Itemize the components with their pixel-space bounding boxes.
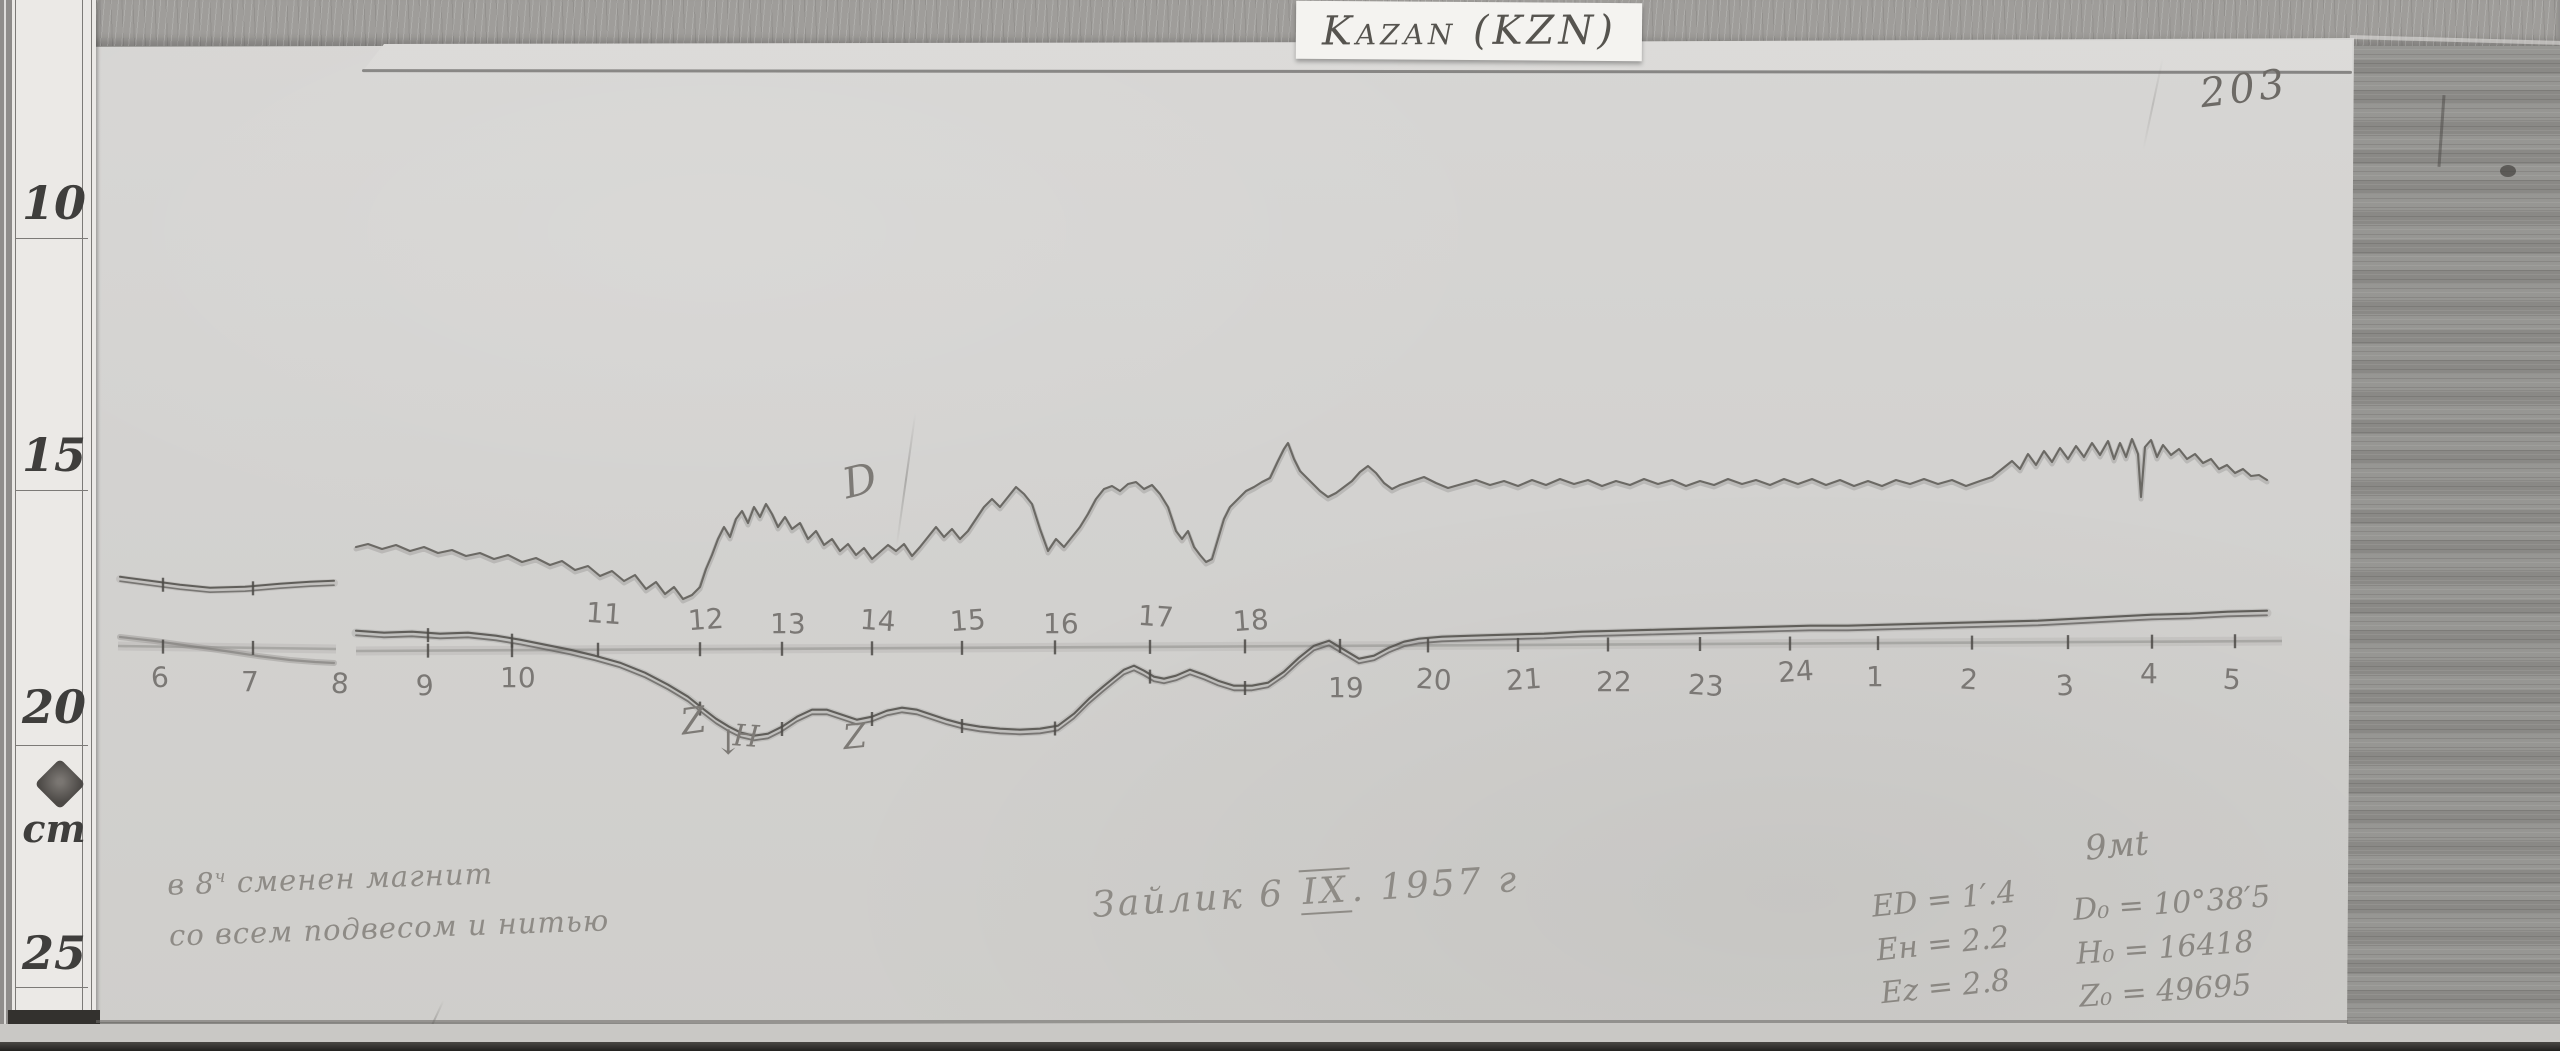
hour-label-17: 17 — [1136, 598, 1175, 635]
hour-label-12: 12 — [686, 601, 725, 638]
ruler-border-line — [82, 0, 83, 1014]
magnet-change-note: в 8ч сменен магнит со всем подвесом и ни… — [166, 844, 610, 961]
date-suffix: г — [1496, 858, 1521, 902]
hour-label-20: 20 — [1414, 661, 1453, 698]
ruler-unit-label: cm — [22, 806, 86, 851]
backing-paper-band — [0, 1024, 2560, 1044]
ruler-division-line — [16, 745, 88, 746]
hour-label-6: 6 — [149, 660, 170, 695]
trace-label-↓: ↓ — [714, 723, 743, 763]
hour-label-18: 18 — [1231, 602, 1270, 639]
ruler-mark-10: 10 — [21, 176, 86, 230]
trace-label-H: H — [731, 718, 761, 755]
hour-label-4: 4 — [2140, 657, 2158, 690]
ruler-division-line — [16, 490, 88, 491]
scale-values-epsilon: ЕD = 1′.4 Ен = 2.2 Еz = 2.8 — [1870, 871, 2028, 1016]
hour-label-16: 16 — [1043, 607, 1079, 640]
hour-label-8: 8 — [329, 666, 350, 701]
baseline-values: D₀ = 10°38′5 Н₀ = 16418 Z₀ = 49695 — [2072, 875, 2278, 1019]
wood-knot — [2500, 165, 2516, 177]
diamond-stamp — [34, 758, 86, 810]
hour-label-1: 1 — [1866, 660, 1884, 693]
hour-label-9: 9 — [414, 668, 435, 703]
hour-label-22: 22 — [1596, 665, 1632, 698]
ruler-border-line — [91, 0, 92, 1014]
trace-label-Z: Z — [678, 699, 709, 744]
cm-ruler: 10 15 20 25 cm — [12, 0, 96, 1014]
date-year: 1957 — [1378, 861, 1485, 909]
hour-label-24: 24 — [1776, 653, 1815, 690]
hour-label-11: 11 — [584, 595, 623, 632]
hour-label-15: 15 — [948, 602, 987, 639]
hour-label-19: 19 — [1328, 671, 1364, 704]
hour-label-2: 2 — [1958, 662, 1979, 697]
hour-label-5: 5 — [2221, 662, 2242, 697]
ruler-mark-15: 15 — [21, 428, 86, 482]
sheet-bottom-edge — [96, 1020, 2348, 1023]
ruler-mark-20: 20 — [21, 680, 86, 734]
ruler-border-line — [15, 0, 16, 1014]
date-day: 6 — [1257, 873, 1287, 916]
photo-bottom-edge — [0, 1042, 2560, 1051]
hour-label-10: 10 — [500, 661, 536, 694]
hour-label-14: 14 — [858, 602, 897, 639]
hour-label-21: 21 — [1504, 661, 1543, 698]
hour-label-3: 3 — [2054, 668, 2075, 703]
photo-left-edge — [0, 0, 12, 1051]
station-name-text: Kazan (KZN) — [1321, 7, 1617, 55]
hour-label-13: 13 — [770, 607, 806, 640]
hour-label-7: 7 — [241, 665, 259, 698]
hour-label-23: 23 — [1686, 667, 1725, 704]
station-label: Kazan (KZN) — [1295, 0, 1643, 62]
ruler-division-line — [16, 238, 88, 239]
ruler-division-line — [16, 987, 88, 988]
scale-block-header: 9мt — [2083, 823, 2151, 869]
trace-label-Z: Z — [840, 715, 869, 759]
date-month-roman: IX — [1298, 867, 1353, 916]
ruler-mark-25: 25 — [21, 926, 86, 980]
